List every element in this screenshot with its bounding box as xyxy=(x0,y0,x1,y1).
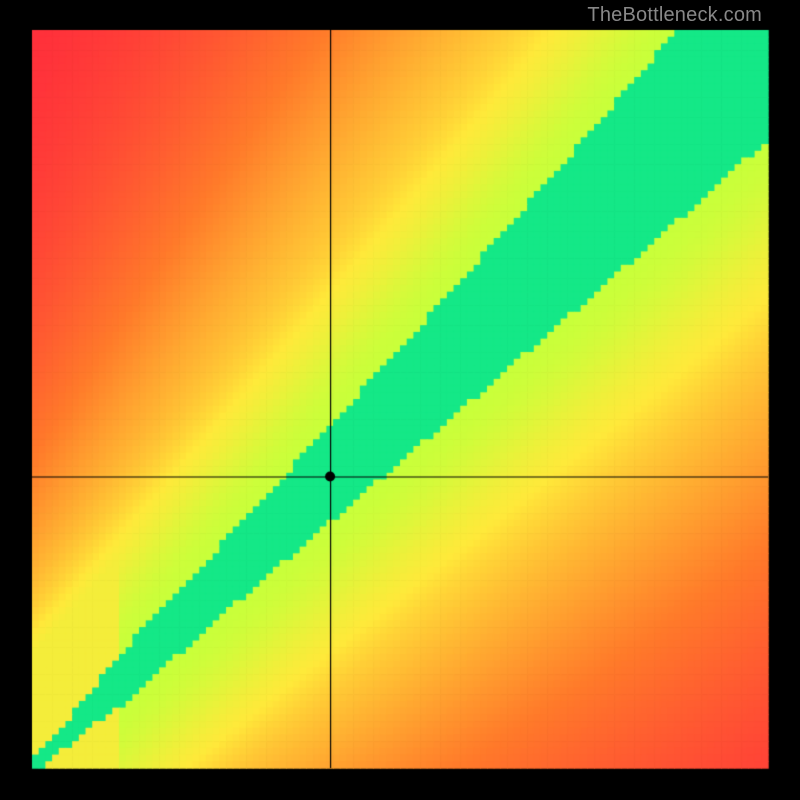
watermark-text: TheBottleneck.com xyxy=(587,4,762,27)
chart-frame: TheBottleneck.com xyxy=(0,0,800,800)
bottleneck-heatmap xyxy=(0,0,800,800)
